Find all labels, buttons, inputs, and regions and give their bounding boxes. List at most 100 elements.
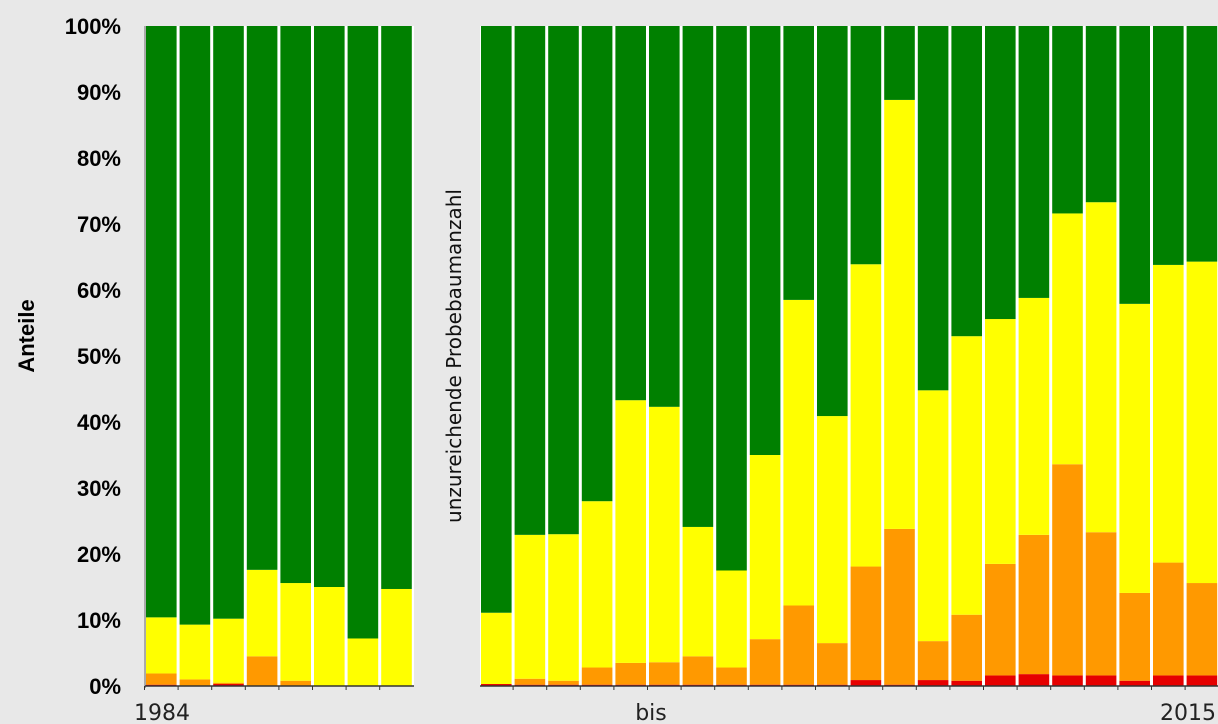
bar-20-segment-green [850,26,882,265]
bar-25-segment-red [1018,674,1050,686]
bar-11-segment-green [548,26,579,535]
bar-21-segment-yellow [884,99,915,529]
bar-21-segment-orange [884,528,915,685]
bar-24-segment-yellow [985,319,1016,564]
bar-29-segment-green [1153,26,1184,265]
bar-8-segment-yellow [381,588,412,686]
bar-11-segment-orange [548,680,579,685]
bar-2-segment-yellow [179,624,211,680]
y-tick-label: 10% [77,608,121,633]
bar-13-segment-orange [615,662,646,685]
bar-8-segment-green [381,26,412,589]
y-tick-label: 20% [77,542,121,567]
bar-23-segment-yellow [951,336,982,615]
x-label-start: 1984 [134,701,190,724]
y-axis-title: Anteile [14,299,39,372]
bar-1-segment-green [146,26,177,618]
bar-4-segment-yellow [246,569,278,657]
bar-12-segment-orange [581,667,613,685]
bar-6-segment-yellow [314,587,345,686]
bar-22-segment-green [917,26,949,391]
bar-9-segment-red [481,684,512,686]
bar-6-segment-green [314,26,345,587]
bar-7-segment-yellow [347,638,379,686]
bar-18-segment-yellow [783,299,814,606]
bar-28-segment-red [1119,680,1150,686]
bar-11-segment-yellow [548,534,579,681]
bar-28-segment-green [1119,26,1150,304]
bar-25-segment-green [1018,26,1050,298]
bar-30-segment-green [1186,26,1218,262]
bar-17-segment-yellow [749,455,781,640]
y-tick-label: 100% [65,14,121,39]
bar-27-segment-yellow [1085,202,1117,533]
bar-22-segment-orange [917,641,949,681]
bar-2-segment-green [179,26,211,625]
bar-2-segment-orange [179,679,211,686]
bar-5-segment-green [280,26,311,584]
bar-15-segment-orange [682,656,714,685]
bar-26-segment-red [1052,675,1083,686]
bar-13-segment-green [615,26,646,401]
bar-23-segment-green [951,26,982,337]
bar-15-segment-green [682,26,714,527]
gap-annotation: unzureichende Probebaumanzahl [442,189,466,523]
x-label-middle: bis [635,701,667,724]
bar-21-segment-green [884,26,915,100]
bar-19-segment-orange [817,643,848,685]
bar-7-segment-green [347,26,379,639]
bar-29-segment-orange [1153,562,1184,676]
y-tick-label: 40% [77,410,121,435]
bar-10-segment-yellow [514,534,546,679]
bar-3-segment-yellow [213,618,244,683]
bar-30-segment-yellow [1186,261,1218,584]
bar-4-segment-orange [246,656,278,686]
bar-24-segment-orange [985,563,1016,676]
y-tick-label: 0% [89,674,121,699]
y-tick-label: 90% [77,80,121,105]
bar-23-segment-orange [951,614,982,681]
bar-1-segment-yellow [146,617,177,674]
bar-26-segment-green [1052,26,1083,214]
bar-20-segment-orange [850,566,882,681]
bar-13-segment-yellow [615,400,646,663]
y-tick-label: 30% [77,476,121,501]
bar-14-segment-yellow [649,406,680,663]
bar-3-segment-red [213,684,244,686]
bar-29-segment-yellow [1153,264,1184,563]
bar-12-segment-yellow [581,501,613,668]
bar-22-segment-red [917,680,949,686]
bar-28-segment-orange [1119,592,1150,681]
x-label-end: 2015 [1160,701,1216,724]
y-tick-label: 70% [77,212,121,237]
bar-1-segment-orange [146,673,177,685]
bar-4-segment-green [246,26,278,570]
bar-16-segment-yellow [716,570,747,668]
bar-10-segment-orange [514,678,546,685]
y-tick-label: 80% [77,146,121,171]
y-tick-label: 50% [77,344,121,369]
x-minor-ticks [144,686,1186,690]
bar-29-segment-red [1153,675,1184,686]
bar-24-segment-green [985,26,1016,320]
bar-18-segment-green [783,26,814,300]
bar-5-segment-yellow [280,583,311,681]
bar-25-segment-orange [1018,534,1050,675]
bar-16-segment-orange [716,667,747,685]
bar-30-segment-red [1186,675,1218,686]
bar-27-segment-red [1085,675,1117,686]
gap-region [414,26,480,690]
bar-20-segment-yellow [850,264,882,567]
bar-9-segment-green [481,26,512,613]
bar-15-segment-yellow [682,526,714,657]
bar-20-segment-red [850,680,882,686]
bar-10-segment-green [514,26,546,535]
bar-19-segment-yellow [817,416,848,644]
y-tick-labels: 0% 10% 20% 30% 40% 50% 60% 70% 80% 90% 100% [65,14,121,699]
bar-16-segment-green [716,26,747,571]
bar-23-segment-red [951,680,982,686]
bar-26-segment-orange [1052,464,1083,676]
bar-12-segment-green [581,26,613,502]
bar-18-segment-orange [783,605,814,685]
